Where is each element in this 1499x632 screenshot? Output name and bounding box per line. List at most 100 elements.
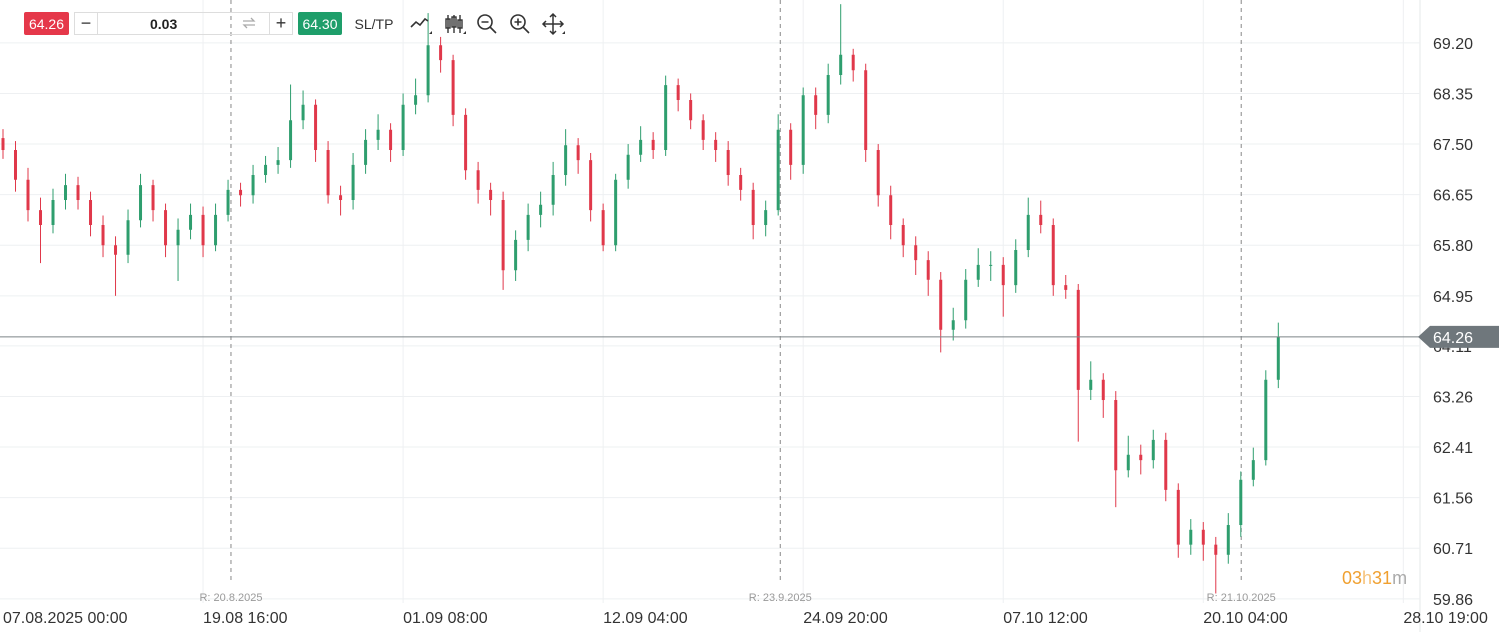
candle-body (626, 154, 630, 180)
candle-body (1276, 336, 1280, 380)
candle-body (939, 279, 943, 330)
candle-body (426, 45, 430, 96)
x-tick-label: 28.10 19:00 (1403, 610, 1488, 627)
increase-button[interactable]: + (269, 12, 293, 35)
candle-body (189, 214, 193, 230)
candle-body (214, 214, 218, 246)
candle-body (51, 200, 55, 226)
candle-body (239, 189, 243, 196)
candle-body (126, 220, 130, 255)
candle-body (264, 164, 268, 176)
y-tick-label: 64.95 (1433, 289, 1473, 306)
candle-body (289, 120, 293, 161)
candle-body (101, 225, 105, 246)
candle-body (364, 139, 368, 165)
candle-body (226, 189, 230, 215)
candle-body (664, 85, 668, 151)
candle-body (1101, 379, 1105, 401)
quantity-input[interactable]: 0.03 (97, 12, 269, 35)
zoom-in-icon[interactable] (508, 12, 532, 36)
y-tick-label: 69.20 (1433, 36, 1473, 53)
candle-body (876, 150, 880, 196)
candle-body (826, 75, 830, 115)
countdown-hours-unit: h (1362, 568, 1372, 588)
current-price-tag (1418, 325, 1499, 348)
candle-body (1239, 479, 1243, 526)
candle-body (139, 185, 143, 221)
candle-body (39, 210, 43, 226)
candle-body (589, 160, 593, 211)
candle-body (301, 104, 305, 121)
candle-body (339, 195, 343, 201)
x-tick-label: 24.09 20:00 (803, 610, 888, 627)
candle-body (464, 114, 468, 171)
x-tick-label: 12.09 04:00 (603, 610, 688, 627)
line-chart-icon[interactable] (408, 12, 432, 36)
candle-body (689, 100, 693, 121)
candle-body (451, 60, 455, 115)
candle-body (389, 129, 393, 151)
decrease-button[interactable]: − (74, 12, 98, 35)
sltp-button[interactable]: SL/TP (354, 15, 394, 32)
y-tick-label: 67.50 (1433, 137, 1473, 154)
candle-body (114, 245, 118, 255)
candle-body (1064, 285, 1068, 290)
candle-body (376, 129, 380, 140)
marker-label: R: 20.8.2025 (199, 592, 262, 604)
candle-body (776, 129, 780, 211)
candle-body (26, 179, 30, 211)
countdown-minutes: 31 (1372, 568, 1392, 588)
candle-body (351, 164, 355, 201)
candle-body (1226, 525, 1230, 555)
candle-body (526, 214, 530, 240)
y-tick-label: 65.80 (1433, 238, 1473, 255)
candle-body (639, 139, 643, 155)
candle-body (851, 54, 855, 71)
candle-body (976, 264, 980, 280)
candle-body (739, 175, 743, 190)
countdown-hours: 03 (1342, 568, 1362, 588)
candle-body (539, 204, 543, 215)
current-price-label: 64.26 (1433, 330, 1473, 347)
zoom-out-icon[interactable] (475, 12, 499, 36)
buy-button[interactable]: 64.30 (298, 12, 342, 35)
candle-body (64, 185, 68, 201)
candle-body (926, 260, 930, 280)
candle-body (764, 210, 768, 226)
candle-body (251, 175, 255, 196)
candle-body (501, 200, 505, 271)
marker-label: R: 21.10.2025 (1207, 592, 1276, 604)
candle-body (1189, 529, 1193, 545)
y-tick-label: 59.86 (1433, 592, 1473, 609)
candle-body (1001, 264, 1005, 286)
candle-body (151, 185, 155, 211)
candle-body (714, 139, 718, 151)
pan-icon[interactable] (541, 12, 565, 36)
candle-body (864, 70, 868, 151)
candle-body (1051, 225, 1055, 286)
candle-body (514, 239, 518, 271)
candle-body (889, 195, 893, 226)
sell-button[interactable]: 64.26 (24, 12, 69, 35)
candle-body (801, 95, 805, 165)
candles-icon[interactable] (442, 12, 466, 36)
candle-body (814, 95, 818, 115)
swap-icon[interactable] (240, 14, 258, 32)
candle-body (14, 150, 18, 180)
y-tick-label: 60.71 (1433, 541, 1473, 558)
candle-body (1176, 489, 1180, 545)
marker-label: R: 23.9.2025 (749, 592, 812, 604)
candle-body (1089, 379, 1093, 390)
countdown-minutes-unit: m (1392, 568, 1407, 588)
candle-body (564, 145, 568, 176)
candle-body (414, 95, 418, 105)
candle-body (1251, 460, 1255, 480)
y-tick-label: 66.65 (1433, 188, 1473, 205)
candle-body (326, 150, 330, 196)
candle-body (726, 150, 730, 176)
candle-body (1164, 439, 1168, 490)
candle-body (476, 170, 480, 190)
candle-body (989, 264, 993, 266)
candle-body (1076, 289, 1080, 390)
